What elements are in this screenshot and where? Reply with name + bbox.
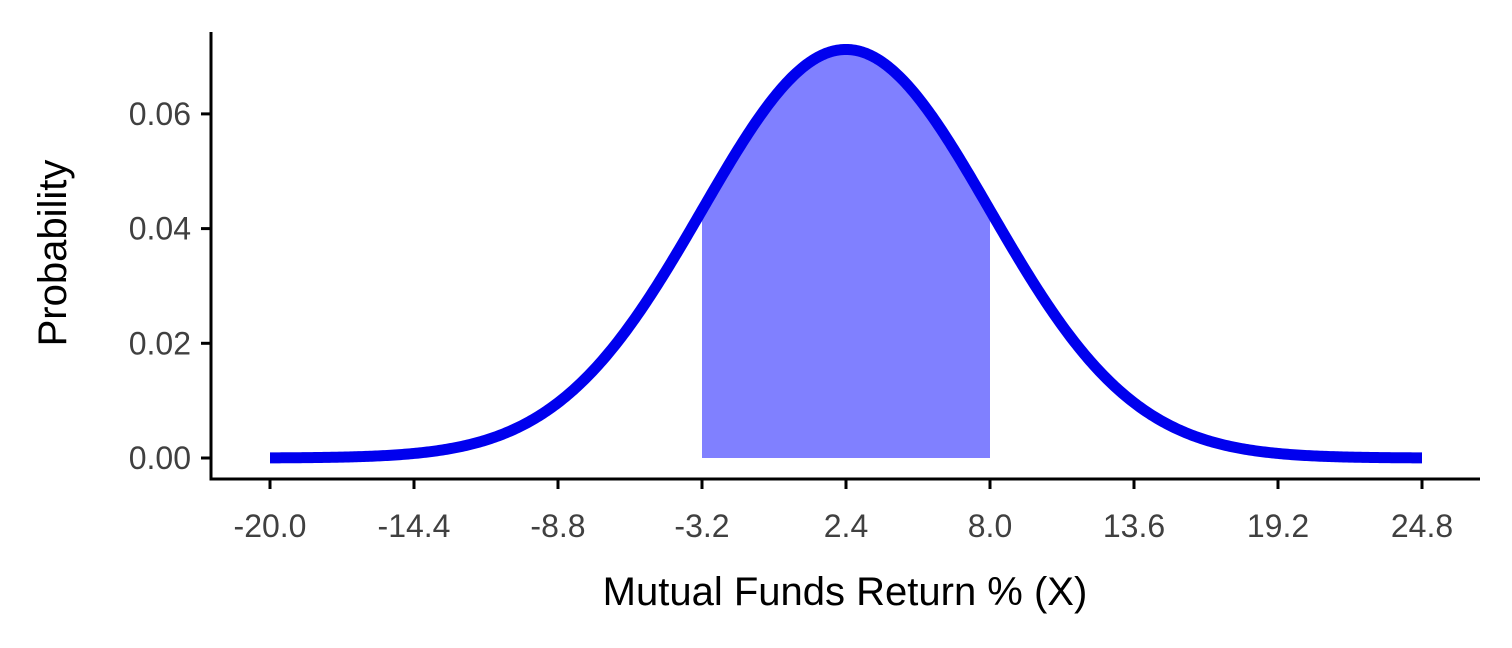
plot-area [266,43,1426,464]
y-tick-label: 0.02 [129,325,191,361]
x-tick-label: -3.2 [674,508,729,544]
y-axis: 0.00 0.02 0.04 0.06 [129,32,213,481]
x-tick-label: 2.4 [824,508,868,544]
y-tick-label: 0.06 [129,96,191,132]
shaded-probability-area [702,49,990,458]
y-tick-label: 0.00 [129,440,191,476]
x-tick-label: 24.8 [1391,508,1453,544]
x-tick-label: -8.8 [530,508,585,544]
y-axis-title: Probability [31,160,75,347]
y-tick-label: 0.04 [129,211,191,247]
x-tick-label: 13.6 [1103,508,1165,544]
density-curve-line [266,43,1426,464]
x-tick-label: -20.0 [234,508,307,544]
x-tick-label: 19.2 [1247,508,1309,544]
x-axis: -20.0 -14.4 -8.8 -3.2 2.4 8.0 13.6 19.2 24.8 [209,477,1480,544]
x-axis-title: Mutual Funds Return % (X) [603,570,1088,614]
x-tick-label: -14.4 [378,508,451,544]
x-tick-label: 8.0 [968,508,1012,544]
